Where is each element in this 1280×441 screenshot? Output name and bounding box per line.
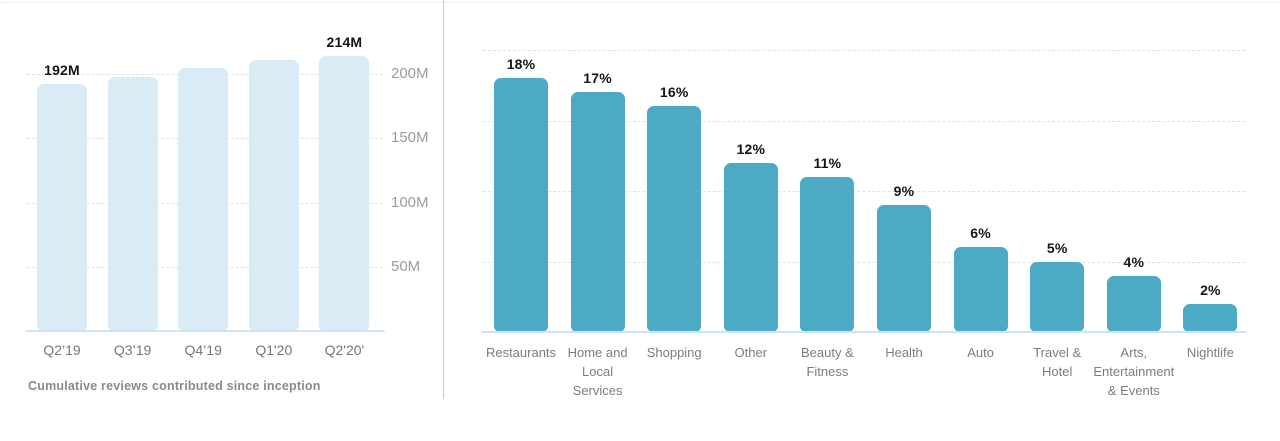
- bar-restaurants: [494, 78, 548, 332]
- gridline-20: [483, 50, 1245, 51]
- bar-other: [723, 162, 778, 332]
- x-axis-baseline: [25, 330, 385, 332]
- x-axis-label-arts-entertainment-events: Arts, Entertainment & Events: [1093, 345, 1175, 398]
- bar-value-label-arts-entertainment-events: 4%: [1123, 253, 1145, 270]
- bar-home-and-local-services: [570, 92, 625, 332]
- y-axis-tick-label: 50M: [391, 257, 421, 275]
- bar-value-label-health: 9%: [893, 183, 915, 200]
- x-axis-label-beauty-fitness: Beauty & Fitness: [801, 345, 854, 379]
- bar-value-label-nightlife: 2%: [1200, 281, 1221, 298]
- x-axis-label-shopping: Shopping: [646, 345, 702, 360]
- bar-auto: [953, 247, 1008, 332]
- bar-value-label-other: 12%: [736, 140, 766, 157]
- gridline-10: [483, 191, 1245, 192]
- gridline-15: [483, 120, 1245, 122]
- bar-beauty-fitness: [800, 176, 855, 332]
- x-axis-label-q4-19: Q4’19: [184, 342, 222, 358]
- bar-value-label-travel-hotel: 5%: [1046, 239, 1068, 256]
- bar-travel-hotel: [1030, 261, 1085, 332]
- top-border-line: [0, 2, 1280, 3]
- gridline-5: [483, 261, 1245, 263]
- bar-q2-19: [37, 84, 87, 331]
- bar-q1-20: [248, 59, 299, 331]
- y-axis-tick-label: 150M: [391, 129, 429, 147]
- x-axis-label-other: Other: [734, 345, 768, 360]
- x-axis-label-q3-19: Q3’19: [113, 342, 152, 358]
- x-axis-label-auto: Auto: [967, 345, 994, 360]
- bar-value-label-shopping: 16%: [659, 84, 689, 101]
- bar-health: [877, 205, 931, 332]
- bar-q3-19: [107, 76, 158, 331]
- y-axis-tick-label: 100M: [391, 193, 429, 211]
- bar-value-label-home-and-local-services: 17%: [583, 70, 612, 87]
- x-axis-label-q1-20: Q1'20: [255, 342, 293, 358]
- bar-value-label-q2-19: 192M: [44, 62, 80, 79]
- bar-arts-entertainment-events: [1106, 275, 1161, 332]
- x-axis-label-nightlife: Nightlife: [1186, 345, 1234, 360]
- bar-shopping: [647, 106, 702, 332]
- x-axis-label-health: Health: [885, 345, 923, 360]
- cumulative-reviews-x-axis: Q2’19 Q3’19 Q4’19 Q1'20 Q2'20': [27, 341, 383, 363]
- chart-caption: Cumulative reviews contributed since inc…: [28, 379, 321, 393]
- x-axis-label-restaurants: Restaurants: [485, 345, 557, 360]
- category-share-x-axis: Restaurants Home and Local Services Shopping…: [483, 343, 1253, 403]
- bar-q4-19: [178, 67, 229, 331]
- y-axis-tick-label: 200M: [391, 65, 429, 82]
- cumulative-reviews-plot-area: 50M 100M 150M 200M 192M 214M: [25, 0, 429, 332]
- x-axis-label-q2-19: Q2’19: [43, 342, 81, 358]
- x-axis-label-q2-20: Q2'20': [324, 342, 365, 358]
- panel-divider-line: [443, 0, 444, 399]
- bar-value-label-restaurants: 18%: [506, 56, 536, 73]
- x-axis-baseline: [481, 331, 1247, 333]
- x-axis-label-travel-hotel: Travel & Hotel: [1033, 345, 1082, 379]
- bar-value-label-beauty-fitness: 11%: [813, 154, 842, 171]
- bar-nightlife: [1183, 303, 1238, 332]
- bar-value-label-auto: 6%: [970, 225, 991, 242]
- category-share-plot-area: 18% 17% 16% 12% 11% 9% 6% 5% 4% 2%: [481, 0, 1247, 333]
- bar-value-label-q2-20: 214M: [326, 34, 363, 50]
- x-axis-label-home-and-local-services: Home and Local Services: [567, 345, 628, 398]
- bar-q2-20: [319, 56, 370, 331]
